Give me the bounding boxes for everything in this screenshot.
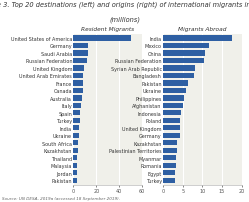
Bar (163, 88, 186, 94)
Bar (163, 163, 176, 168)
Bar (163, 59, 204, 64)
Bar (73, 148, 78, 153)
Bar (163, 66, 195, 71)
Bar (163, 44, 209, 49)
Bar (73, 36, 131, 41)
Bar (73, 51, 88, 56)
Text: Resident Migrants: Resident Migrants (81, 27, 134, 32)
Text: Source: UN DESA, 2019a (accessed 18 September 2019).: Source: UN DESA, 2019a (accessed 18 Sept… (2, 196, 121, 200)
Bar (163, 51, 205, 56)
Bar (73, 118, 80, 123)
Bar (163, 96, 184, 101)
Bar (73, 103, 81, 108)
Bar (73, 126, 79, 131)
Bar (73, 44, 88, 49)
Bar (73, 141, 78, 146)
Bar (73, 155, 77, 161)
Bar (163, 118, 180, 123)
Text: Migrants Abroad: Migrants Abroad (178, 27, 227, 32)
Bar (73, 111, 80, 116)
Bar (163, 141, 177, 146)
Bar (163, 111, 181, 116)
Bar (73, 178, 77, 183)
Bar (73, 59, 87, 64)
Bar (163, 126, 180, 131)
Bar (163, 74, 194, 79)
Bar (163, 81, 188, 86)
Bar (73, 163, 77, 168)
Bar (73, 88, 83, 94)
Bar (163, 148, 177, 153)
Bar (163, 170, 175, 176)
Bar (163, 155, 176, 161)
Bar (73, 81, 83, 86)
Bar (73, 74, 83, 79)
Bar (163, 36, 232, 41)
Bar (73, 170, 77, 176)
Text: (millions): (millions) (109, 16, 140, 23)
Bar (163, 133, 180, 138)
Text: Figure 3. Top 20 destinations (left) and origins (right) of international migran: Figure 3. Top 20 destinations (left) and… (0, 1, 249, 8)
Bar (163, 103, 183, 108)
Bar (73, 96, 82, 101)
Bar (73, 133, 79, 138)
Bar (73, 66, 84, 71)
Bar (163, 178, 175, 183)
